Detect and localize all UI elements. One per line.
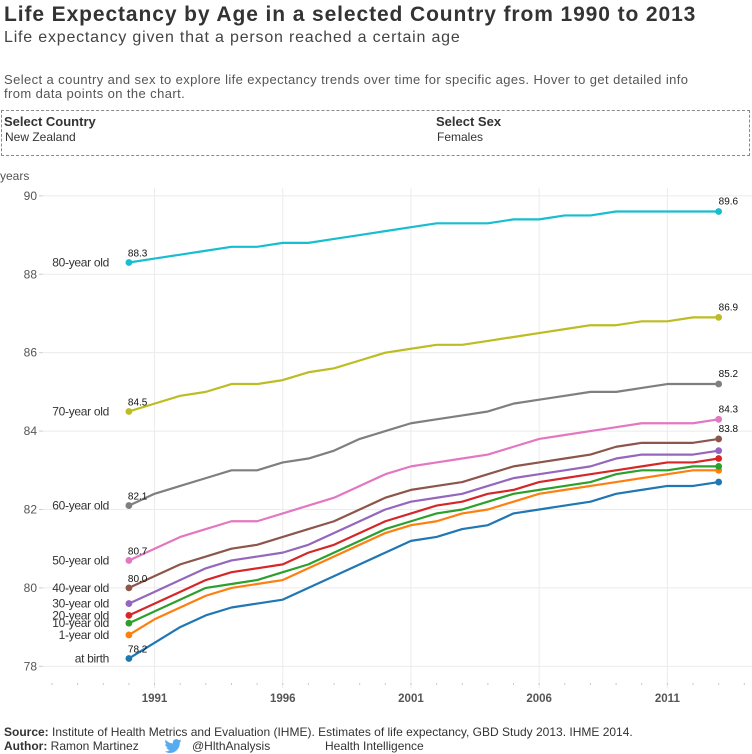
start-data-point[interactable] [125, 619, 133, 627]
series-line[interactable] [127, 469, 720, 637]
description-line-1: Select a country and sex to explore life… [4, 72, 689, 87]
end-data-point[interactable] [715, 313, 723, 321]
series-line[interactable] [127, 418, 720, 562]
series-label: 20-year old [52, 608, 109, 622]
series-1-year-old[interactable]: 1-year old [59, 466, 723, 642]
start-data-point[interactable] [125, 631, 133, 639]
start-data-label: 82.1 [128, 492, 148, 503]
y-tick-label: 80 [24, 581, 38, 595]
end-data-point[interactable] [715, 478, 723, 486]
y-tick-label: 82 [24, 502, 38, 516]
start-data-point[interactable] [125, 557, 133, 564]
series-20-year-old[interactable]: 20-year old [52, 455, 723, 622]
start-data-point[interactable] [125, 600, 133, 607]
series-40-year-old[interactable]: 80.0 83.8 40-year old [52, 424, 738, 595]
series-60-year-old[interactable]: 82.1 85.2 60-year old [52, 369, 738, 513]
series-label: 70-year old [52, 404, 109, 418]
series-line[interactable] [127, 316, 720, 413]
author-line: Author: Ramon Martinez [4, 739, 139, 753]
y-tick-label: 90 [24, 189, 38, 203]
page-title: Life Expectancy by Age in a selected Cou… [4, 3, 697, 26]
series-label: 30-year old [52, 597, 109, 611]
end-data-point[interactable] [715, 447, 723, 455]
y-axis-title: years [0, 169, 30, 183]
series-at-birth[interactable]: 78.2 at birth [75, 478, 723, 666]
twitter-bird-icon[interactable] [164, 739, 182, 754]
source-line: Source: Institute of Health Metrics and … [4, 725, 633, 739]
start-data-point[interactable] [125, 408, 133, 415]
start-data-point[interactable] [125, 259, 133, 266]
sex-filter-select[interactable]: Females [437, 130, 484, 144]
end-data-label: 86.9 [719, 302, 739, 313]
series-line[interactable] [127, 465, 720, 625]
country-filter-label: Select Country [4, 114, 96, 129]
start-data-point[interactable] [125, 611, 133, 619]
series-70-year-old[interactable]: 84.5 86.9 70-year old [52, 302, 738, 418]
series-label: 60-year old [52, 499, 109, 513]
y-tick-label: 88 [24, 267, 38, 281]
series-label: 10-year old [52, 616, 109, 630]
source-text: Institute of Health Metrics and Evaluati… [52, 725, 633, 739]
country-filter-select[interactable]: New Zealand [5, 130, 76, 144]
series-line[interactable] [127, 480, 720, 660]
twitter-handle-link[interactable]: @HlthAnalysis [192, 739, 271, 753]
description-line-2: from data points on the chart. [4, 86, 186, 101]
start-data-label: 88.3 [128, 248, 148, 259]
y-tick-label: 84 [24, 424, 38, 438]
organization-name: Health Intelligence [325, 739, 424, 753]
start-data-label: 78.2 [128, 644, 148, 655]
start-data-label: 84.5 [128, 397, 148, 408]
source-label: Source: [4, 725, 49, 739]
filter-panel: Select Country New Zealand Select Sex Fe… [1, 110, 750, 156]
start-data-point[interactable] [125, 502, 133, 509]
chart-grid: 78 80 82 84 86 88 90 1991 1996 2001 2006 2011 [24, 188, 752, 705]
end-data-label: 83.8 [719, 424, 739, 435]
series-10-year-old[interactable]: 10-year old [52, 462, 723, 630]
start-data-point[interactable] [125, 584, 133, 592]
series-label: 50-year old [52, 553, 109, 567]
series-line[interactable] [127, 382, 720, 507]
series-80-year-old[interactable]: 88.3 89.6 80-year old [52, 197, 738, 270]
series-line[interactable] [127, 437, 720, 590]
author-label: Author: [4, 739, 48, 753]
end-data-point[interactable] [715, 415, 723, 423]
x-tick-label: 1991 [142, 693, 168, 705]
end-data-point[interactable] [715, 462, 723, 470]
series-label: 80-year old [52, 255, 109, 269]
series-line[interactable] [127, 210, 720, 264]
end-data-label: 85.2 [719, 369, 739, 380]
series-label: at birth [75, 651, 109, 665]
end-data-point[interactable] [715, 435, 723, 443]
author-name: Ramon Martinez [50, 739, 139, 753]
y-tick-label: 86 [24, 346, 38, 360]
start-data-label: 80.0 [128, 574, 148, 585]
x-tick-label: 2006 [526, 693, 552, 705]
x-tick-label: 2011 [655, 693, 681, 705]
series-line[interactable] [127, 449, 720, 605]
y-tick-label: 78 [24, 659, 38, 673]
x-tick-label: 2001 [398, 693, 424, 705]
end-data-label: 84.3 [719, 404, 739, 415]
series-50-year-old[interactable]: 80.7 84.3 50-year old [52, 404, 738, 567]
x-tick-label: 1996 [270, 693, 296, 705]
sex-filter-label: Select Sex [436, 114, 502, 129]
end-data-point[interactable] [715, 380, 723, 388]
end-data-point[interactable] [715, 455, 723, 462]
page-subtitle: Life expectancy given that a person reac… [4, 29, 461, 46]
series-label: 40-year old [52, 581, 109, 595]
life-expectancy-line-chart: 78 80 82 84 86 88 90 1991 1996 2001 2006 2011 78.2 at… [24, 188, 752, 705]
start-data-label: 80.7 [128, 546, 148, 557]
series-30-year-old[interactable]: 30-year old [52, 447, 723, 611]
end-data-label: 89.6 [719, 197, 739, 208]
end-data-point[interactable] [715, 208, 723, 215]
start-data-point[interactable] [125, 655, 133, 662]
series-line[interactable] [127, 457, 720, 617]
series-label: 1-year old [59, 628, 109, 642]
